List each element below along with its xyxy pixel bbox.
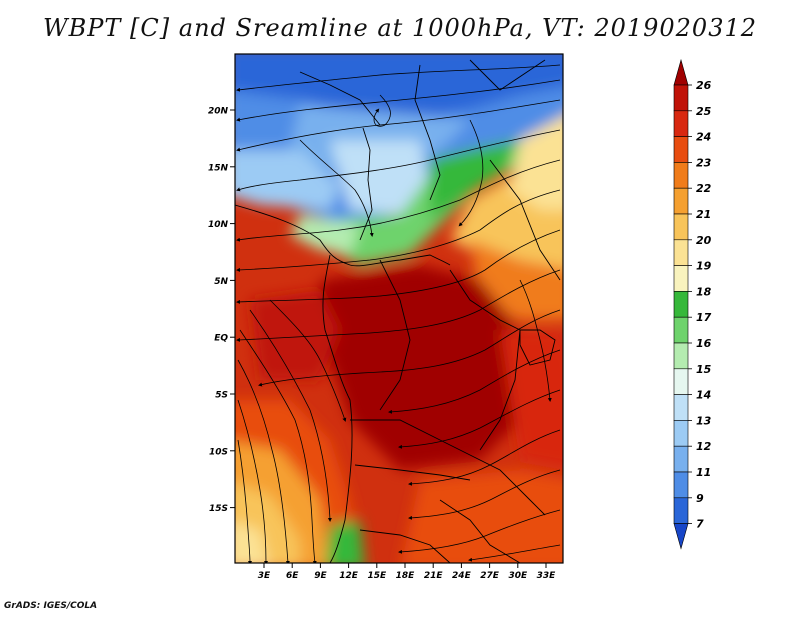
colorbar: 26 25 24 23 22 21 20 19 18 17 16 15 14 13 12 11 9 7: [673, 58, 712, 550]
colorbar-label: 15: [696, 363, 712, 376]
colorbar-label: 20: [696, 234, 712, 247]
colorbar-label: 14: [696, 389, 711, 402]
lon-label: 3E: [258, 571, 271, 581]
colorbar-segment: [673, 420, 689, 447]
colorbar-label: 23: [696, 156, 712, 169]
colorbar-label: 21: [696, 208, 711, 221]
colorbar-segment: [673, 445, 689, 473]
colorbar-top-arrow: [673, 58, 689, 86]
figure-title: WBPT [C] and Sreamline at 1000hPa, VT: 2…: [42, 14, 758, 42]
colorbar-label: 11: [696, 466, 711, 479]
colorbar-label: 18: [696, 285, 712, 298]
colorbar-segment: [673, 110, 689, 137]
colorbar-segment: [673, 213, 689, 241]
lon-label: 6E: [286, 571, 299, 581]
colorbar-segment: [673, 136, 689, 163]
lat-label: 15S: [209, 504, 228, 514]
colorbar-label: 26: [696, 79, 712, 92]
lon-label: 9E: [314, 571, 327, 581]
grads-credit: GrADS: IGES/COLA: [4, 601, 98, 611]
latitude-axis: 20N 15N 10N 5N EQ 5S 10S 15S: [208, 107, 235, 514]
colorbar-segment: [673, 394, 689, 421]
colorbar-label: 7: [696, 518, 704, 531]
colorbar-segment: [673, 291, 689, 318]
lon-label: 24E: [452, 571, 472, 581]
colorbar-segment: [673, 471, 689, 499]
lon-label: 18E: [396, 571, 416, 581]
lat-label: 10N: [208, 220, 229, 230]
colorbar-segment: [673, 316, 689, 344]
lat-label: 10S: [209, 447, 228, 457]
colorbar-label: 19: [696, 260, 712, 273]
colorbar-segment: [673, 368, 689, 395]
lat-label: EQ: [214, 334, 228, 344]
lon-label: 27E: [480, 571, 500, 581]
colorbar-bottom-arrow: [673, 523, 689, 550]
colorbar-label: 13: [696, 414, 712, 427]
coastlines-borders: [235, 59, 561, 563]
lon-label: 12E: [339, 571, 359, 581]
colorbar-segment: [673, 162, 689, 189]
lat-label: 5N: [214, 277, 228, 287]
lon-label: 15E: [367, 571, 387, 581]
colorbar-label: 16: [696, 337, 712, 350]
lat-label: 5S: [215, 391, 228, 401]
wbpt-shading: [235, 54, 563, 563]
lon-label: 21E: [424, 571, 444, 581]
colorbar-label: 24: [696, 131, 711, 144]
streamlines: [236, 64, 561, 563]
colorbar-segment: [673, 497, 689, 524]
lat-label: 20N: [208, 107, 229, 117]
colorbar-label: 9: [696, 492, 704, 505]
colorbar-segment: [673, 187, 689, 215]
colorbar-label: 17: [696, 311, 712, 324]
lon-label: 30E: [508, 571, 528, 581]
lat-label: 15N: [208, 163, 229, 173]
colorbar-label: 25: [696, 105, 712, 118]
colorbar-segment: [673, 239, 689, 266]
colorbar-segment: [673, 84, 689, 112]
lon-label: 33E: [537, 571, 557, 581]
colorbar-label: 12: [696, 440, 712, 453]
longitude-axis: 3E 6E 9E 12E 15E 18E 21E 24E 27E 30E 33E: [258, 563, 556, 581]
colorbar-segment: [673, 342, 689, 370]
map-frame: [234, 53, 564, 564]
colorbar-label: 22: [696, 182, 712, 195]
colorbar-segment: [673, 265, 689, 292]
